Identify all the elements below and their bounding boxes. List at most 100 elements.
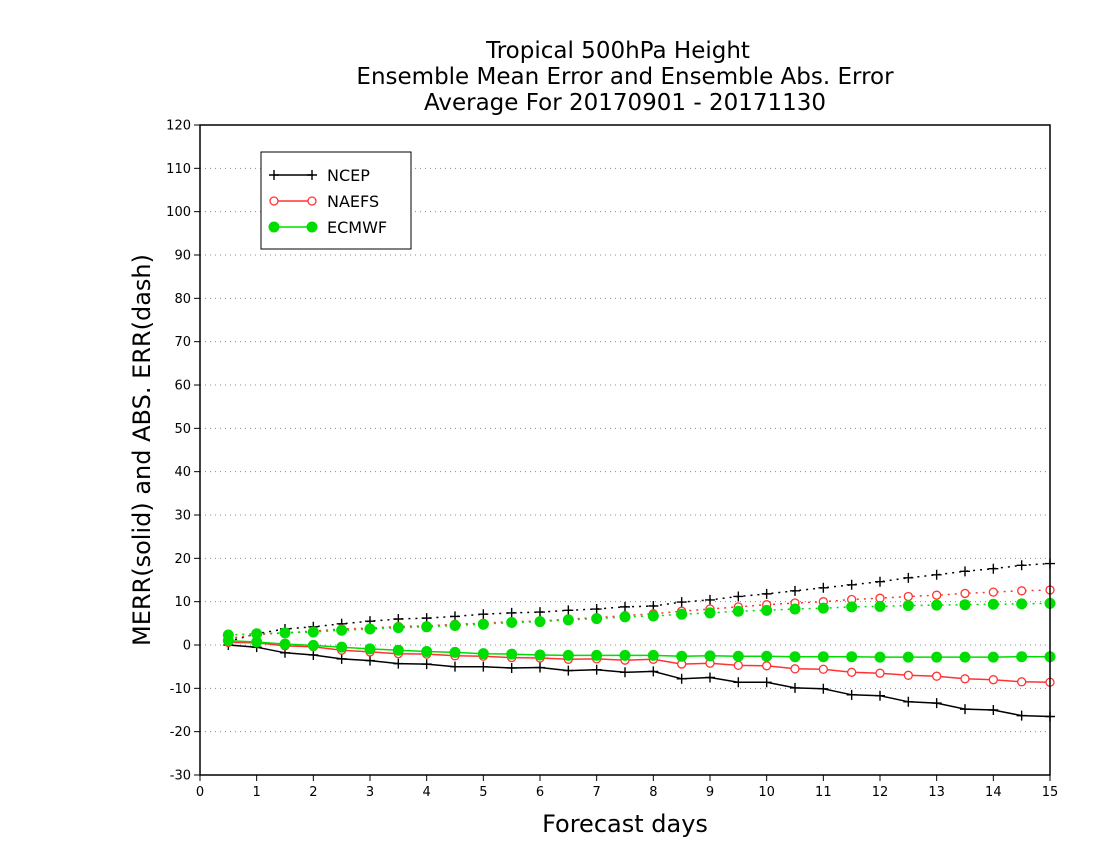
ncep-merr-point	[761, 677, 772, 688]
ecmwf-merr-point	[307, 639, 319, 651]
series-layer	[222, 558, 1056, 722]
ncep-abserr-point	[903, 572, 914, 583]
ncep-abserr-point	[563, 605, 574, 616]
ecmwf-merr-point	[987, 651, 999, 663]
ncep-merr-point	[393, 658, 404, 669]
chart-title-line-1: Tropical 500hPa Height	[485, 38, 750, 64]
legend-marker-ncep	[269, 170, 279, 180]
ncep-abserr-point	[931, 569, 942, 580]
ncep-abserr-point	[478, 609, 489, 620]
y-tick-label: -10	[170, 682, 191, 697]
ecmwf-merr-point	[222, 635, 234, 647]
ecmwf-abserr-point	[591, 613, 603, 625]
ncep-merr-point	[450, 661, 460, 672]
ncep-abserr-point	[790, 585, 800, 596]
ncep-abserr-point	[676, 597, 687, 608]
x-tick-label: 7	[593, 785, 601, 800]
legend-marker-ncep	[307, 170, 317, 180]
ecmwf-merr-point	[902, 651, 914, 663]
naefs-abserr-point	[988, 587, 998, 597]
naefs-abserr-point	[903, 591, 913, 602]
ncep-abserr-point	[818, 582, 829, 593]
naefs-merr-point	[762, 661, 772, 671]
x-tick-label: 15	[1042, 785, 1059, 800]
ecmwf-abserr-point	[732, 605, 744, 617]
legend: NCEP NAEFS ECMWF	[260, 151, 412, 250]
naefs-merr-point	[932, 671, 942, 681]
ncep-merr-point	[506, 662, 517, 673]
ncep-merr-point	[365, 655, 375, 666]
ncep-abserr-point	[1016, 560, 1027, 571]
naefs-merr-point	[733, 660, 743, 671]
ncep-abserr-point	[733, 591, 744, 602]
ecmwf-merr-point	[392, 644, 404, 656]
ncep-merr-point	[563, 665, 574, 676]
x-tick-label: 2	[309, 785, 317, 800]
y-tick-label: 120	[166, 119, 191, 134]
ecmwf-merr-point	[1016, 651, 1028, 663]
ecmwf-abserr-line	[228, 602, 1051, 636]
ncep-merr-point	[591, 664, 602, 675]
ncep-abserr-point	[875, 576, 885, 587]
ecmwf-abserr-point	[987, 598, 999, 610]
y-tick-label: 100	[166, 205, 191, 220]
naefs-merr-point	[790, 664, 800, 674]
x-tick-label: 12	[872, 785, 889, 800]
plot-frame	[199, 124, 1051, 776]
y-tick-label: 30	[174, 509, 191, 524]
x-axis-label: Forecast days	[542, 810, 708, 838]
ncep-merr-point	[676, 673, 687, 684]
series-ncep	[223, 558, 1055, 722]
y-tick-label: 0	[183, 639, 191, 654]
ncep-abserr-point	[846, 579, 857, 590]
chart-title-line-3: Average For 20170901 - 20171130	[424, 90, 826, 116]
naefs-merr-point	[1017, 677, 1027, 687]
y-tick-label: 110	[166, 162, 191, 177]
ecmwf-abserr-point	[846, 601, 858, 613]
ecmwf-merr-point	[506, 648, 518, 660]
ecmwf-merr-point	[676, 650, 688, 662]
ecmwf-merr-point	[704, 650, 716, 662]
x-tick-label: 1	[253, 785, 261, 800]
ecmwf-abserr-point	[619, 611, 631, 623]
ecmwf-merr-point	[364, 643, 376, 655]
series-ecmwf	[222, 597, 1056, 663]
ncep-merr-point	[875, 690, 885, 701]
x-tick-label: 9	[706, 785, 714, 800]
ncep-merr-point	[1016, 710, 1027, 721]
ecmwf-merr-point	[477, 648, 489, 660]
ncep-abserr-point	[506, 607, 517, 618]
naefs-merr-point	[818, 664, 828, 674]
ecmwf-abserr-point	[421, 621, 433, 633]
ecmwf-merr-point	[562, 649, 574, 661]
y-axis-label: MERR(solid) and ABS. ERR(dash)	[128, 254, 156, 646]
ncep-abserr-point	[705, 594, 715, 605]
ecmwf-merr-point	[874, 651, 886, 663]
x-tick-label: 14	[985, 785, 1002, 800]
x-tick-label: 3	[366, 785, 374, 800]
ecmwf-merr-point	[846, 651, 858, 663]
naefs-abserr-point	[960, 588, 970, 599]
ncep-merr-point	[308, 649, 319, 660]
x-tick-label: 4	[423, 785, 431, 800]
y-tick-label: 40	[174, 465, 191, 480]
ncep-merr-point	[903, 696, 914, 707]
ncep-abserr-point	[988, 563, 999, 574]
ncep-merr-point	[733, 677, 744, 688]
ecmwf-merr-point	[336, 641, 348, 653]
ncep-merr-point	[988, 705, 999, 715]
y-tick-label: 50	[174, 422, 191, 437]
legend-label-naefs: NAEFS	[327, 192, 379, 211]
y-tick-label: 70	[174, 335, 191, 350]
x-tick-label: 10	[758, 785, 775, 800]
ecmwf-merr-point	[959, 651, 971, 663]
chart-title-line-2: Ensemble Mean Error and Ensemble Abs. Er…	[356, 64, 894, 90]
naefs-abserr-point	[932, 590, 942, 600]
ecmwf-abserr-point	[336, 624, 348, 636]
y-tick-label: 10	[174, 595, 191, 610]
ncep-merr-point	[620, 667, 630, 678]
ncep-merr-point	[421, 659, 432, 670]
ecmwf-abserr-point	[647, 610, 659, 622]
ncep-merr-point	[818, 683, 829, 694]
